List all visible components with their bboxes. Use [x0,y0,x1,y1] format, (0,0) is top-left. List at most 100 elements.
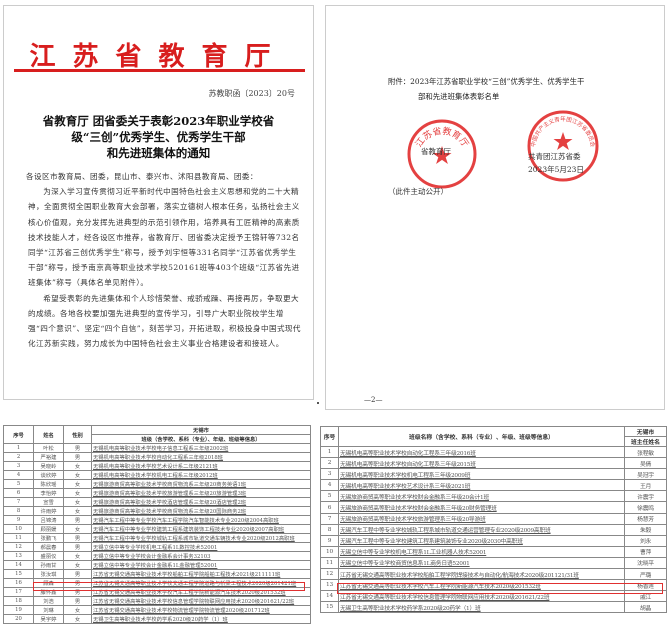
class-cell: 无锡旅游商贸高等职业技术学校财会金融系三年级20财务管理班 [338,501,625,514]
table-cell: 11 [320,556,339,570]
table-cell: 2 [320,457,339,470]
table-cell: 男 [63,533,92,543]
table-cell: 8 [3,506,34,516]
paragraph: 希望受表彰的先进集体和个人珍惜荣誉、戒骄戒躁、再接再厉，争取更大的成绩。各地各校… [28,293,301,349]
class-cell: 无锡汽车工程中等专业学校建筑工程系建筑装饰工程技术专业2020级2007高职班 [91,524,311,534]
attachment-line: 附件：2023年江苏省职业学校“三创”优秀学生、优秀学生干 [388,77,585,86]
table-row: 8 无锡汽车工程中等专业学校城轨工程系城市轨道交通运营管理专业2020级2009高… [320,523,667,536]
class-cell: 无锡立信中等专业学校会计金融系会计事务32103 [91,551,311,561]
table-cell: 许雨婷 [33,506,64,516]
table-row: 14 孙雨甘女无锡立信中等专业学校会计金融系1L金融管理52001 [3,560,311,570]
table-cell: 2 [3,452,34,462]
table-cell: 女 [63,488,92,498]
education-department-seal: 江苏省教育厅 [407,119,477,189]
class-cell: 江苏省无锡交通高等职业技术学校物流管理学院物流管理2020级201712班 [91,605,311,615]
table-row: 9 吕锦涛男无锡汽车工程中等专业学校汽车工程学院汽车智能技术专业2020级2004… [3,515,311,525]
table-cell: 吴晓岭 [33,461,64,471]
table-row: 11 张鹏飞男无锡汽车工程中等专业学校城轨工程系城市轨道交通车辆技术专业2020级… [3,533,311,543]
col-header: 班级（含学校、系科（专业）、年级、班级等信息） [91,434,311,444]
table-cell: 王月 [624,479,667,492]
table-cell: 9 [320,534,339,547]
table-cell: 女 [63,461,92,471]
table-cell: 5 [3,479,34,489]
table-row: 13 盛丽仪女无锡立信中等专业学校会计金融系会计事务32103 [3,551,311,561]
table-cell: 吴倩 [624,457,667,470]
table-cell: 刘浩 [33,596,64,606]
table-cell: 男 [63,569,92,579]
page-number: —2— [364,396,383,404]
table-row: 11 无锡立信中等专业学校商贸信息系1L商务日语52001 沈晓平 [320,556,667,570]
class-cell: 江苏省无锡交通高等职业技术学校汽车工程学院新能源汽车技术2020级201532班 [91,587,311,597]
class-cell: 无锡机电高等职业技术学校机电工程系三年级2012班 [91,470,311,480]
table-cell: 18 [3,596,34,606]
classes-table: 序号 班级名称（含学校、系科（专业）、年级、班级等信息） 无锡市 班主任姓名 1… [320,426,667,614]
table-row: 13 江苏省无锡交通高等职业技术学校汽车工程学院新能源汽车技术2020级20153… [320,579,667,592]
class-cell: 江苏省无锡交通高等职业技术学校船舶工程学院船舶工程技术2021级211111班 [91,569,311,579]
title-line: 和先进班集体的通知 [106,146,211,160]
table-row: 1 无锡机电高等职业技术学校自动化工程系三年级2016班 张程敏 [320,445,667,459]
table-cell: 徐震鸣 [624,501,667,514]
class-cell: 无锡机电高等职业技术学校电子信息工程系三年级2002班 [91,443,311,453]
class-cell: 江苏省无锡交通高等职业技术学校交通工程学院道路与桥梁工程技术2020级20142… [91,578,311,588]
class-cell: 无锡卫生高等职业技术学校药学系2020级20药学（1）班 [91,614,311,624]
signer-youth-league: 共青团江苏省委 [528,152,581,161]
table-cell: 谈欣婷 [33,470,64,480]
class-cell: 无锡卫生高等职业技术学校药学系2020级20药学（1）班 [338,601,625,614]
table-cell: 许震宇 [624,490,667,503]
table-cell: 男 [63,452,92,462]
class-cell: 无锡旅游商贸高等职业技术学校酒店管理系三年级20酒店管理2班 [91,497,311,507]
table-cell: 14 [3,560,34,570]
table-cell: 顾森 [33,578,64,588]
paragraph: 为深入学习宣传贯彻习近平新时代中国特色社会主义思想和党的二十大精神，全面贯彻全国… [28,187,300,288]
table-cell: 4 [320,479,339,492]
title-line: 省教育厅 团省委关于表彰2023年职业学校省 [42,114,275,128]
table-cell: 男 [63,515,92,525]
table-cell: 刘永 [624,534,667,547]
col-header: 序号 [3,425,34,444]
table-cell: 6 [320,501,339,514]
table-row: 14 江苏省无锡交通高等职业技术学校信息管理学院物联网应用技术2020级20162… [320,590,667,603]
table-cell: 张汝琪 [33,569,64,579]
class-cell: 无锡机电高等职业技术学校机电工程系三年级2009班 [338,468,625,481]
attachment-note: 附件：2023年江苏省职业学校“三创”优秀学生、优秀学生干 部和先进班集体表彰名… [388,74,638,104]
table-cell: 吕锦涛 [33,515,64,525]
table-row: 7 宣雪女无锡旅游商贸高等职业技术学校酒店管理系三年级20酒店管理2班 [3,497,311,507]
public-note: （此件主动公开） [388,187,448,196]
table-cell: 10 [3,524,34,534]
table-cell: 女 [63,497,92,507]
class-cell: 无锡汽车工程中等专业学校城轨工程系城市轨道交通运营管理专业2020级2009高职… [338,523,625,536]
table-cell: 严裕建 [33,452,64,462]
table-cell: 女 [63,560,92,570]
table-cell: 19 [3,605,34,615]
class-cell: 无锡机电高等职业技术学校自动化工程系三年级2016班 [338,445,625,459]
table-cell: 朱毅 [624,523,667,536]
table-row: 4 无锡机电高等职业技术学校艺术设计系三年级2021班 王月 [320,479,667,492]
class-cell: 无锡机电高等职业技术学校自动化工程系三年级2018班 [91,452,311,462]
table-row: 20 吴宇婷女无锡卫生高等职业技术学校药学系2020级20药学（1）班 [3,614,311,624]
table-cell: 女 [63,605,92,615]
class-cell: 无锡立信中等专业学校机电工程系1L工业机器人技术52001 [338,545,625,558]
class-cell: 无锡旅游商贸高等职业技术学校旅游管理系三年级20导游班 [338,512,625,525]
table-cell: 胡晶 [624,601,667,614]
table-row: 12 郝晨春男无锡立信中等专业学校机电工程系1L数控技术52001 [3,542,311,552]
table-cell: 杨香莲 [624,579,667,592]
table-cell: 陈欣瑶 [33,479,64,489]
table-cell: 李怡婷 [33,488,64,498]
table-row: 8 许雨婷女无锡旅游商贸高等职业技术学校商贸物流系三年级20国际商务2班 [3,506,311,516]
table-cell: 5 [320,490,339,503]
issuer-header: 江苏省教育厅 [29,42,288,72]
table-cell: 8 [320,523,339,536]
table-cell: 10 [320,545,339,558]
attachment-line: 部和先进班集体表彰名单 [418,92,500,101]
class-cell: 无锡机电高等职业技术学校艺术设计系三年级2021班 [338,479,625,492]
table-cell: 郝晨春 [33,542,64,552]
col-header: 性别 [63,425,92,444]
class-cell: 无锡旅游商贸高等职业技术学校商贸物流系三年级20国际商务2班 [91,506,311,516]
table-row: 5 无锡旅游商贸高等职业技术学校财会金融系三年级20会计1班 许震宇 [320,490,667,503]
table-cell: 张程敏 [624,445,667,459]
signer-education: 省教育厅 [421,147,451,156]
table-cell: 1 [3,443,34,453]
table-cell: 女 [63,614,92,624]
table-cell: 严璐 [624,568,667,581]
table-cell: 9 [3,515,34,525]
